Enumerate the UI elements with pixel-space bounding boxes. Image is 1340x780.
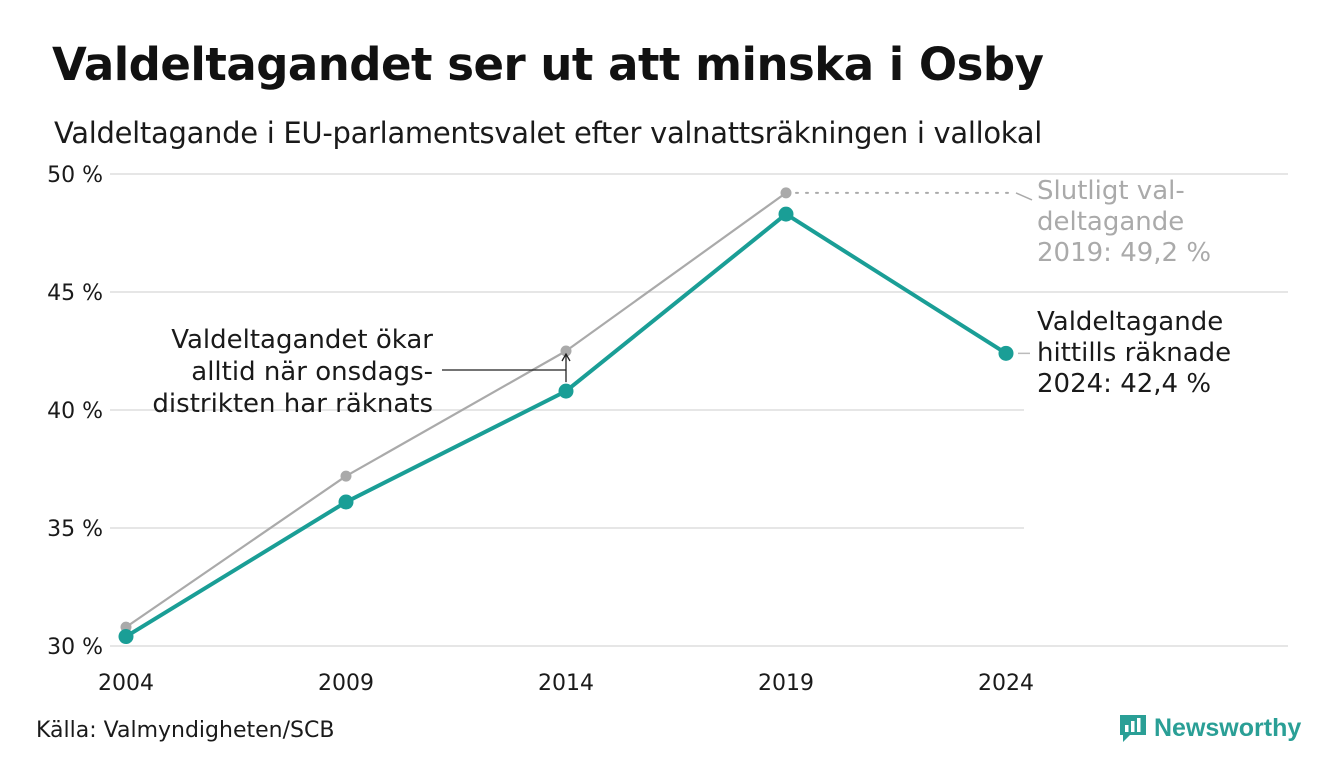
y-tick-label-30: 30 % [47, 635, 103, 660]
data-point-election_night-2014 [558, 383, 574, 399]
y-tick-label-40: 40 % [47, 399, 103, 424]
annotation-current-2024-line: 2024: 42,4 % [1037, 369, 1211, 399]
chart-subtitle: Valdeltagande i EU-parlamentsvalet efter… [54, 116, 1042, 150]
data-point-election_night-2009 [338, 494, 354, 510]
x-tick-label-2009: 2009 [318, 671, 374, 696]
y-tick-label-45: 45 % [47, 281, 103, 306]
newsworthy-logo-icon [1120, 715, 1146, 742]
x-tick-label-2024: 2024 [978, 671, 1034, 696]
data-point-election_night-2004 [118, 629, 134, 645]
series-line-election_night [124, 212, 1008, 639]
source-note: Källa: Valmyndigheten/SCB [36, 718, 335, 743]
annotation-current-2024-line: hittills räknade [1037, 338, 1231, 368]
annotation-gap-note-line: alltid när onsdags- [191, 357, 433, 387]
x-tick-label-2004: 2004 [98, 671, 154, 696]
x-tick-label-2014: 2014 [538, 671, 594, 696]
newsworthy-logo: Newsworthy [1118, 712, 1301, 744]
annotation-current-2024-line: Valdeltagande [1037, 307, 1223, 337]
annotation-gap-note-line: distrikten har räknats [152, 389, 433, 419]
gap-arrow-head [561, 352, 571, 362]
y-tick-label-50: 50 % [47, 163, 103, 188]
leader-final-2019-tick [1015, 192, 1033, 201]
annotation-final-2019-line: Slutligt val- [1037, 176, 1185, 206]
annotation-gap-note-line: Valdeltagandet ökar [171, 325, 433, 355]
annotation-final-2019-line: 2019: 49,2 % [1037, 238, 1211, 268]
data-point-final-2014 [560, 345, 572, 357]
data-point-final-2009 [340, 470, 352, 482]
annotation-final-2019-line: deltagande [1037, 207, 1184, 237]
series-line-final [124, 191, 788, 629]
data-point-election_night-2024 [998, 345, 1014, 361]
chart-title: Valdeltagandet ser ut att minska i Osby [52, 38, 1044, 91]
brand-name: Newsworthy [1154, 713, 1302, 742]
y-tick-label-35: 35 % [47, 517, 103, 542]
data-point-final-2019 [780, 187, 792, 199]
data-point-election_night-2019 [778, 206, 794, 222]
x-tick-label-2019: 2019 [758, 671, 814, 696]
